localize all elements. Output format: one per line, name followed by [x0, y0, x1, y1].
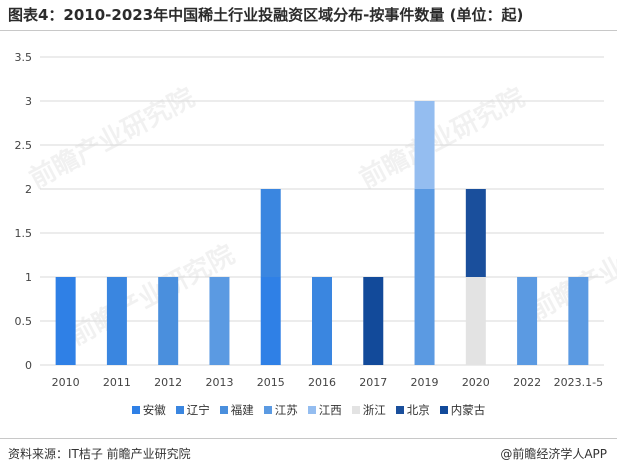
- bar-segment: [465, 189, 486, 277]
- bar-segment: [465, 277, 486, 365]
- x-tick-label: 2017: [359, 376, 387, 389]
- bar-segment: [363, 277, 384, 365]
- legend-label: 辽宁: [186, 403, 210, 417]
- legend-label: 浙江: [362, 403, 386, 417]
- legend-swatch: [395, 406, 404, 414]
- x-tick-label: 2010: [52, 376, 80, 389]
- bar-segment: [414, 189, 435, 365]
- x-tick-label: 2013: [205, 376, 233, 389]
- legend-item: 安徽: [131, 402, 166, 418]
- title-divider: [0, 30, 617, 31]
- bar-segment: [517, 277, 538, 365]
- bar-segment: [260, 277, 281, 365]
- chart-legend: 安徽 辽宁 福建 江苏 江西 浙江 北京 内蒙古: [0, 402, 617, 418]
- legend-label: 江苏: [274, 403, 298, 417]
- legend-item: 浙江: [351, 402, 386, 418]
- y-tick-label: 2.5: [15, 139, 33, 152]
- x-tick-label: 2012: [154, 376, 182, 389]
- legend-label: 江西: [318, 403, 342, 417]
- legend-item: 内蒙古: [439, 402, 486, 418]
- legend-label: 北京: [406, 403, 430, 417]
- bar-segment: [260, 189, 281, 277]
- x-tick-label: 2011: [103, 376, 131, 389]
- x-tick-label: 2023.1-5: [554, 376, 603, 389]
- x-tick-label: 2015: [257, 376, 285, 389]
- legend-swatch: [219, 406, 228, 414]
- source-note: 资料来源：IT桔子 前瞻产业研究院: [8, 447, 191, 461]
- legend-label: 福建: [230, 403, 254, 417]
- y-tick-label: 0: [25, 359, 32, 372]
- x-tick-label: 2016: [308, 376, 336, 389]
- legend-item: 福建: [219, 402, 254, 418]
- y-tick-label: 3: [25, 95, 32, 108]
- legend-swatch: [263, 406, 272, 414]
- x-tick-label: 2020: [462, 376, 490, 389]
- legend-item: 江苏: [263, 402, 298, 418]
- x-tick-label: 2019: [411, 376, 439, 389]
- legend-swatch: [351, 406, 360, 414]
- bar-segment: [55, 277, 76, 365]
- legend-swatch: [307, 406, 316, 414]
- legend-label: 内蒙古: [450, 403, 486, 417]
- bar-chart: 0 0.5 1 1.5 2 2.5 3 3.5 2010 2011 2012 2013 2015 2016…: [15, 51, 604, 389]
- y-tick-label: 1: [25, 271, 32, 284]
- bar-segment: [414, 101, 435, 189]
- x-tick-label: 2022: [513, 376, 541, 389]
- bar-segment: [158, 277, 179, 365]
- legend-swatch: [175, 406, 184, 414]
- y-tick-label: 0.5: [15, 315, 33, 328]
- bar-segment: [312, 277, 332, 365]
- legend-item: 江西: [307, 402, 342, 418]
- bar-segment: [106, 277, 127, 365]
- chart-title: 图表4：2010-2023年中国稀土行业投融资区域分布-按事件数量 (单位：起): [8, 6, 524, 24]
- y-tick-label: 2: [25, 183, 32, 196]
- legend-swatch: [439, 406, 448, 414]
- bar-segment: [209, 277, 230, 365]
- legend-swatch: [131, 406, 140, 414]
- legend-item: 北京: [395, 402, 430, 418]
- y-tick-label: 1.5: [15, 227, 33, 240]
- legend-label: 安徽: [142, 403, 166, 417]
- footer-divider: [0, 438, 617, 439]
- brand-label: @前瞻经济学人APP: [500, 447, 607, 461]
- y-tick-label: 3.5: [15, 51, 33, 64]
- bar-segment: [568, 277, 589, 365]
- legend-item: 辽宁: [175, 402, 210, 418]
